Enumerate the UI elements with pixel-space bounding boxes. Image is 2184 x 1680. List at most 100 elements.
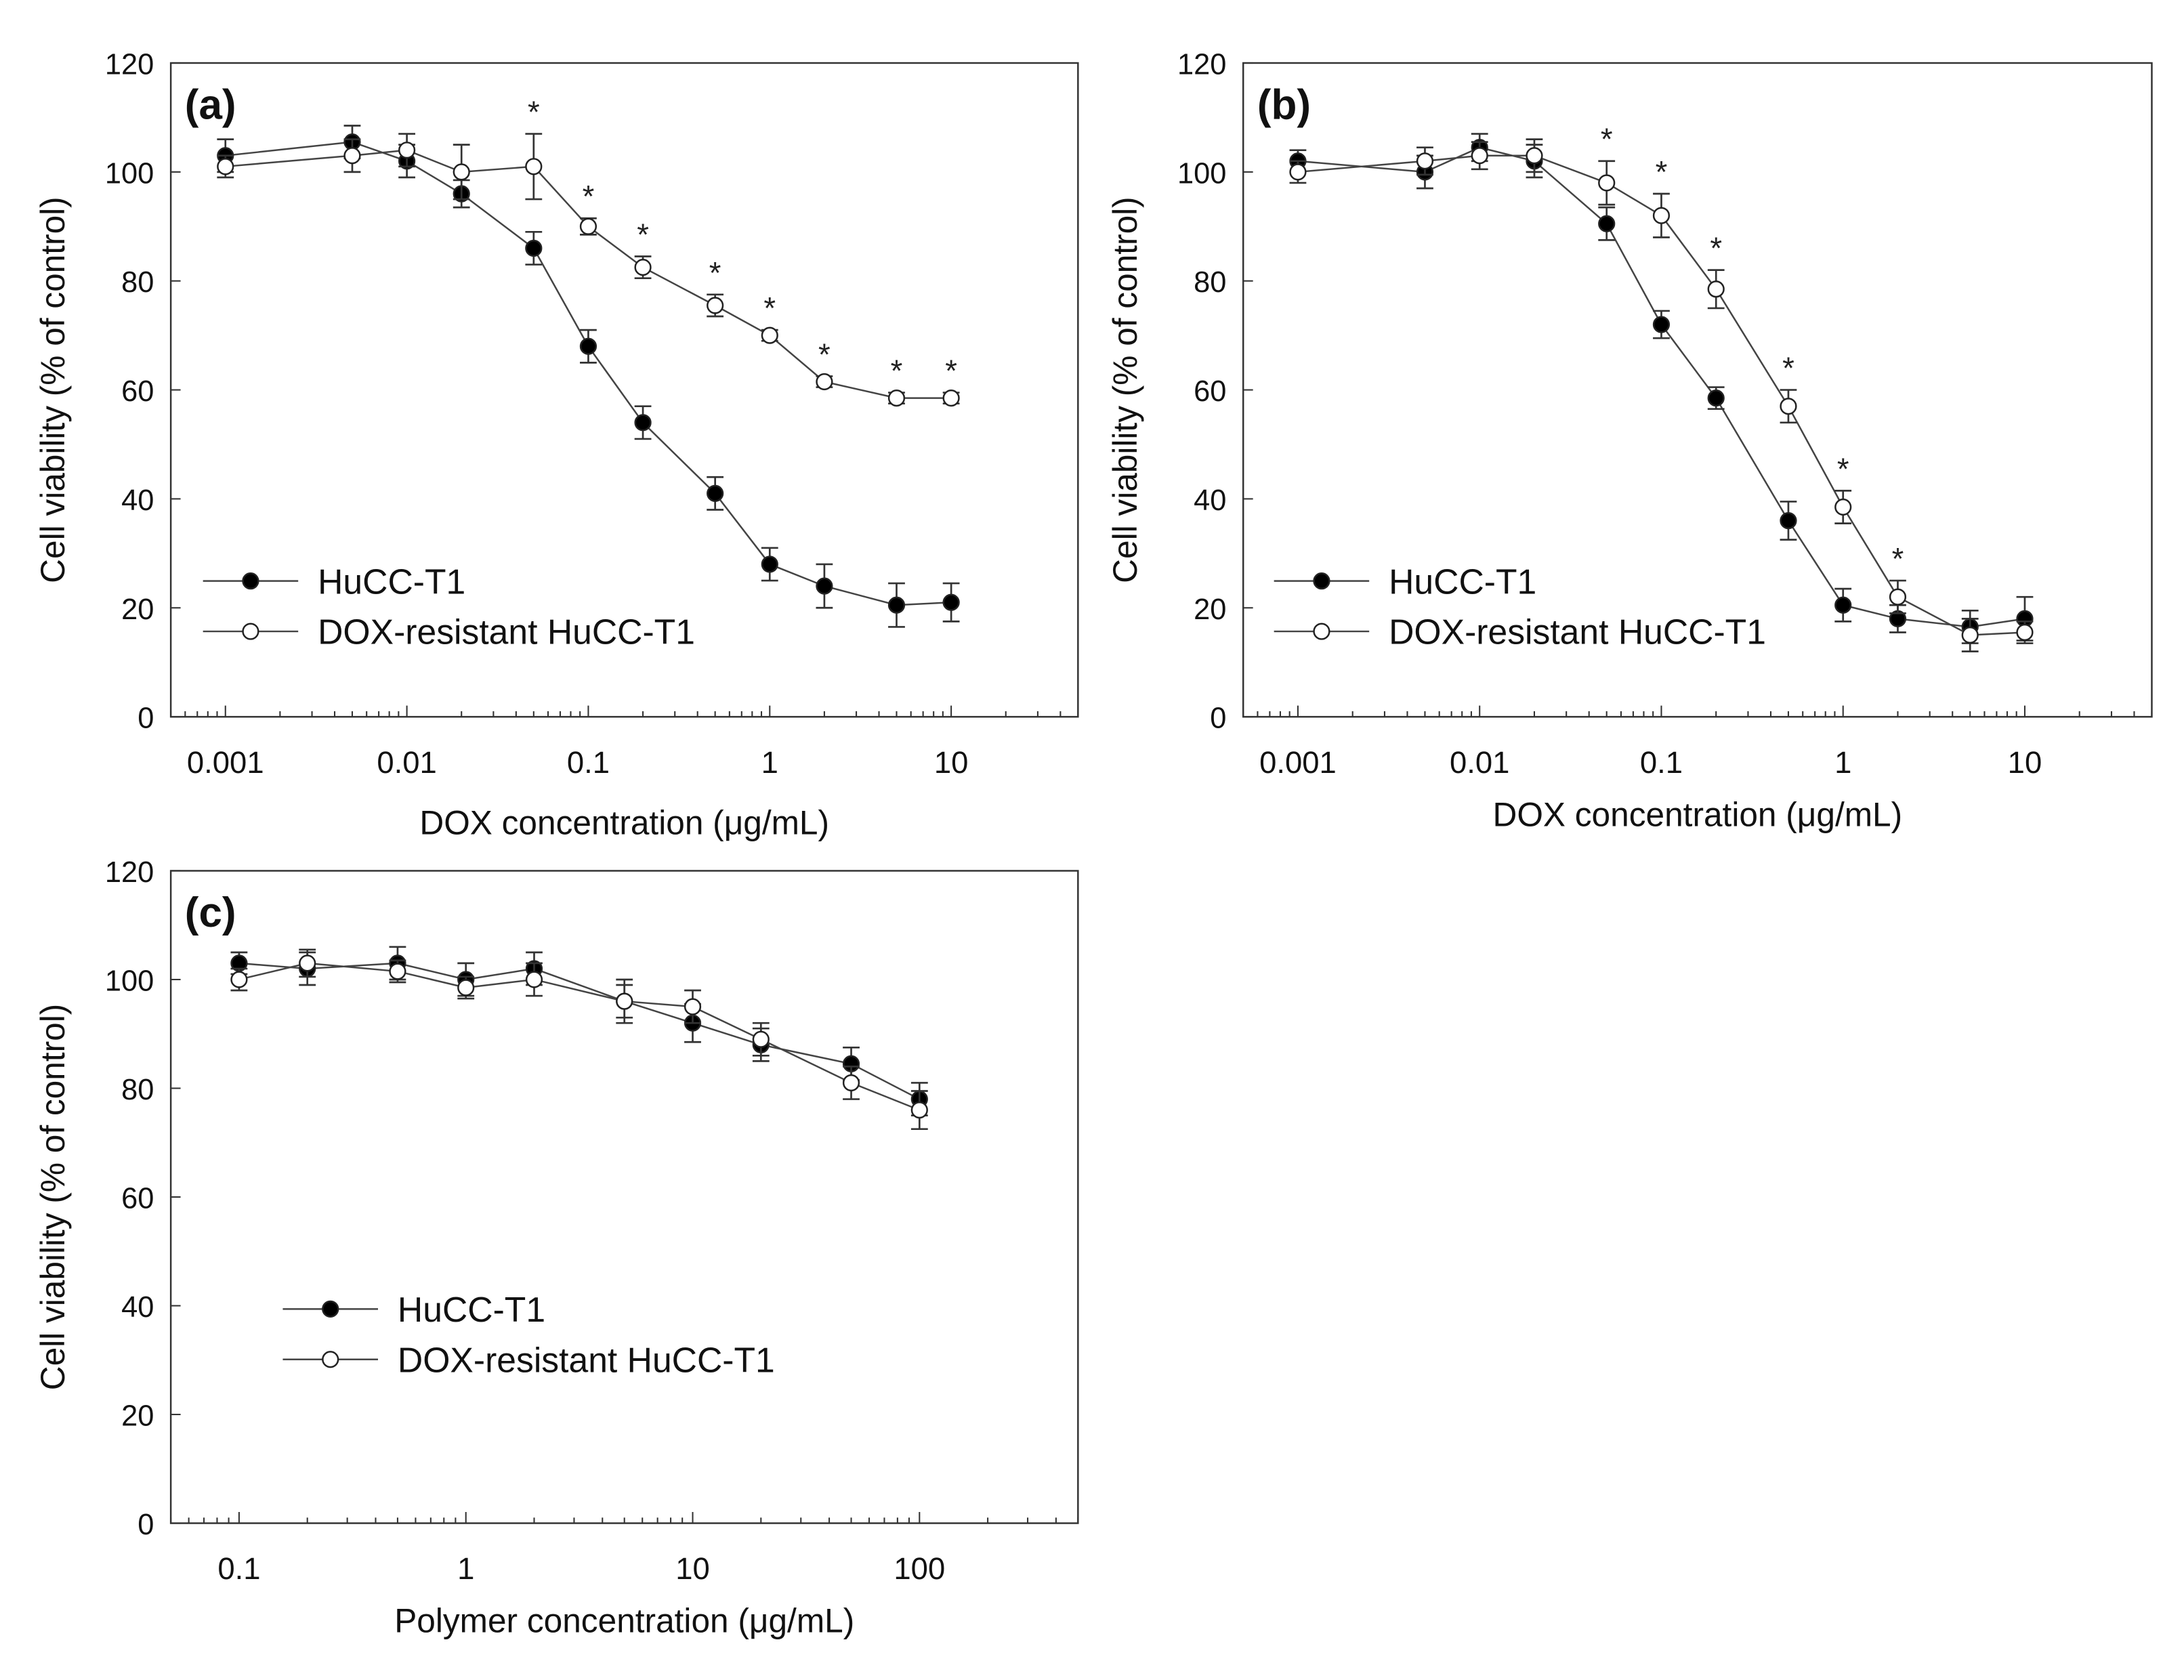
x-tick-label: 100 [894, 1551, 945, 1586]
data-point [1707, 390, 1725, 407]
legend-label: DOX-resistant HuCC-T1 [318, 612, 695, 652]
data-point [684, 998, 702, 1015]
x-axis-label: DOX concentration (μg/mL) [419, 804, 829, 842]
data-point [525, 239, 543, 257]
x-tick-label: 0.1 [1640, 745, 1683, 780]
significance-star: * [1892, 542, 1904, 576]
significance-star: * [583, 180, 595, 214]
x-axis-label: DOX concentration (μg/mL) [1493, 795, 1903, 833]
data-point [1834, 498, 1852, 516]
y-tick-label: 20 [1194, 593, 1226, 626]
data-point [525, 971, 543, 988]
x-tick-label: 0.01 [377, 745, 436, 780]
y-tick-label: 0 [138, 1509, 154, 1541]
x-tick-label: 1 [761, 745, 778, 780]
legend-label: HuCC-T1 [318, 562, 465, 601]
significance-star: * [1601, 122, 1613, 156]
data-point [579, 337, 597, 355]
data-point [1834, 596, 1852, 614]
y-tick-label: 120 [105, 49, 154, 81]
data-point [1652, 207, 1671, 224]
data-point [707, 484, 724, 502]
legend-marker [322, 1351, 339, 1368]
significance-star: * [818, 337, 831, 372]
y-axis-label: Cell viability (% of control) [34, 196, 72, 583]
data-point [1416, 152, 1434, 170]
series-line-hucc-t1 [238, 962, 920, 1100]
data-point [1598, 174, 1616, 192]
data-point [707, 297, 724, 314]
series-line-dox-resistant [238, 962, 920, 1111]
data-point [634, 258, 652, 276]
y-tick-label: 80 [121, 1074, 154, 1106]
data-point [761, 555, 778, 573]
y-tick-label: 20 [121, 1400, 154, 1433]
data-point [887, 596, 906, 614]
data-point [942, 390, 960, 407]
data-point [1652, 316, 1671, 333]
significance-star: * [1837, 452, 1849, 486]
significance-star: * [891, 354, 903, 388]
legend-label: HuCC-T1 [398, 1290, 545, 1329]
x-axis-label: Polymer concentration (μg/mL) [394, 1602, 854, 1640]
y-tick-label: 80 [121, 266, 154, 299]
legend-marker [242, 623, 259, 640]
x-tick-label: 0.1 [567, 745, 610, 780]
significance-star: * [1710, 231, 1722, 266]
y-tick-label: 0 [138, 702, 154, 735]
data-point [343, 147, 361, 165]
data-point [299, 954, 316, 972]
y-tick-label: 120 [105, 856, 154, 889]
x-tick-label: 0.001 [1259, 745, 1337, 780]
legend-marker [242, 572, 259, 590]
significance-star: * [637, 217, 649, 252]
y-tick-label: 40 [1194, 484, 1226, 517]
data-point [2016, 623, 2034, 642]
y-tick-label: 100 [1177, 157, 1226, 190]
series-line-hucc-t1 [225, 141, 952, 606]
y-tick-label: 40 [121, 1291, 154, 1324]
chart-panel-a: 0 20 40 60 80 100 120 0.001 0.01 0.1 1 10 DOX concen… [34, 49, 1079, 842]
data-point [1889, 588, 1907, 606]
series-line-dox-resistant [225, 149, 952, 399]
data-point [398, 142, 416, 159]
significance-star: * [1782, 351, 1794, 385]
series-line-dox-resistant [1297, 154, 2025, 636]
panel-label: (c) [185, 889, 236, 936]
data-point [1526, 147, 1543, 165]
data-point [579, 217, 597, 235]
significance-star: * [709, 255, 721, 290]
x-tick-label: 1 [1834, 745, 1851, 780]
y-tick-label: 40 [121, 484, 154, 517]
data-point [1780, 398, 1797, 415]
y-tick-label: 60 [121, 1183, 154, 1215]
panel-label: (a) [185, 82, 236, 129]
data-point [1961, 626, 1979, 644]
data-point [217, 158, 234, 175]
y-axis-label: Cell viability (% of control) [34, 1004, 72, 1391]
y-tick-label: 60 [121, 375, 154, 408]
y-tick-label: 100 [105, 965, 154, 998]
data-point [230, 971, 248, 988]
significance-star: * [945, 354, 957, 388]
x-tick-label: 0.001 [187, 745, 264, 780]
legend-marker [1313, 623, 1330, 640]
y-tick-label: 20 [121, 593, 154, 626]
y-tick-label: 60 [1194, 375, 1226, 408]
data-point [634, 414, 652, 432]
panel-label: (b) [1257, 82, 1311, 129]
legend-marker [1313, 572, 1330, 590]
significance-star: * [763, 291, 776, 326]
x-tick-label: 10 [2008, 745, 2042, 780]
chart-panel-c: 0 20 40 60 80 100 120 0.1 1 10 100 Polymer concentr… [34, 856, 1079, 1640]
y-axis-label: Cell viability (% of control) [1106, 196, 1144, 583]
x-tick-label: 1 [457, 1551, 474, 1586]
data-point [1707, 280, 1725, 298]
significance-star: * [528, 95, 540, 129]
legend-label: DOX-resistant HuCC-T1 [1389, 612, 1766, 652]
x-tick-label: 0.1 [217, 1551, 260, 1586]
data-point [761, 327, 778, 344]
y-tick-label: 100 [105, 157, 154, 190]
x-tick-label: 10 [675, 1551, 710, 1586]
data-point [525, 158, 543, 175]
